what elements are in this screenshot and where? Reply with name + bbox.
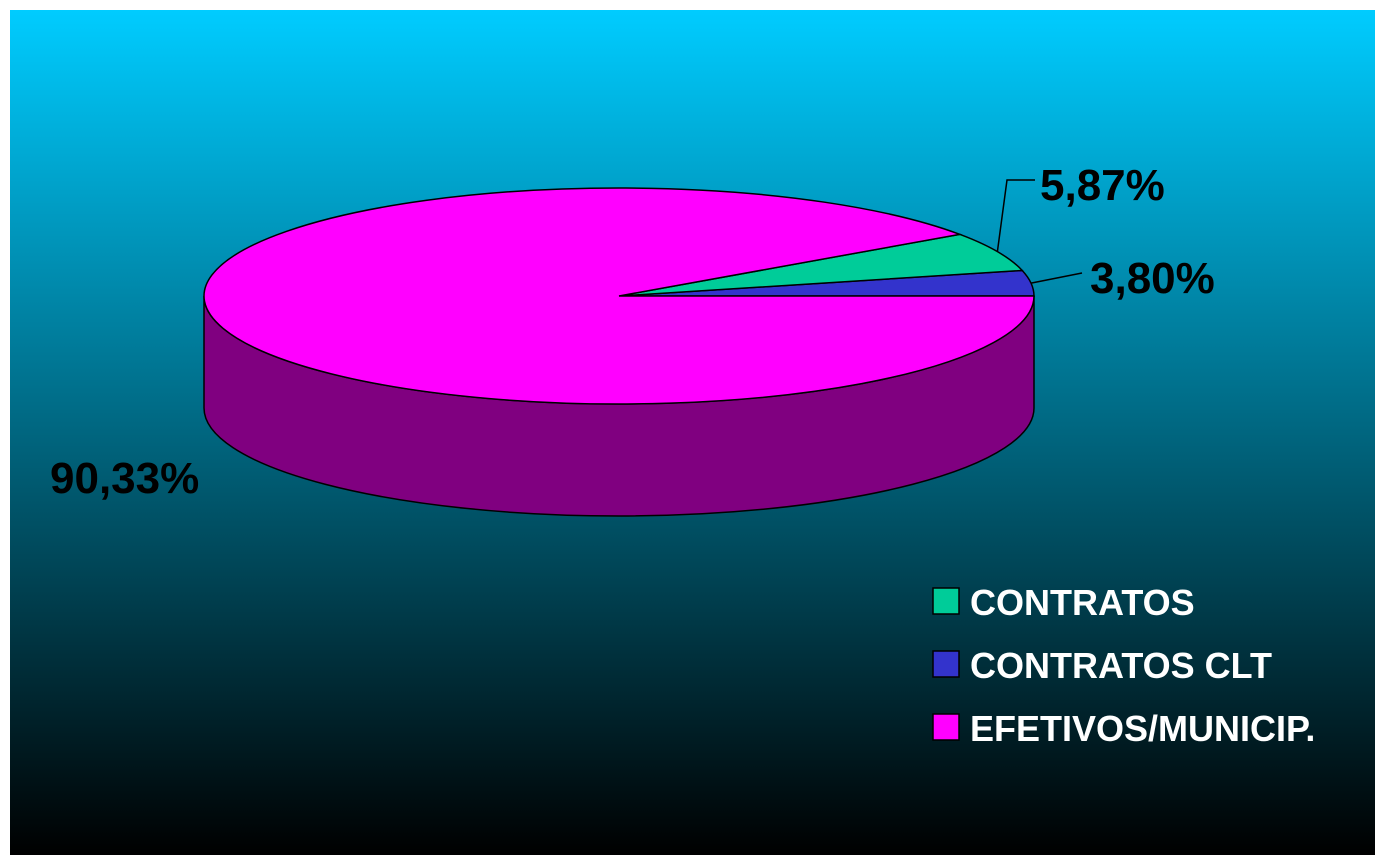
data-label-contratos-clt: 3,80%	[1090, 254, 1215, 303]
legend-swatch-contratos	[932, 587, 960, 615]
pie-slice-efetivos	[203, 187, 1035, 405]
data-label-contratos: 5,87%	[1040, 161, 1165, 210]
legend-label-contratos: CONTRATOS	[970, 582, 1195, 623]
legend-swatch-efetivos	[932, 713, 960, 741]
legend-label-contratos-clt: CONTRATOS CLT	[970, 645, 1272, 686]
data-label-efetivos: 90,33%	[50, 454, 199, 503]
legend-swatch-contratos-clt	[932, 650, 960, 678]
leader-line-contratos-clt	[1030, 272, 1083, 284]
legend: CONTRATOS CONTRATOS CLT EFETIVOS/MUNICIP…	[932, 582, 1315, 749]
pie-group	[203, 179, 1083, 517]
legend-label-efetivos: EFETIVOS/MUNICIP.	[970, 708, 1315, 749]
leader-line-contratos	[996, 179, 1035, 252]
